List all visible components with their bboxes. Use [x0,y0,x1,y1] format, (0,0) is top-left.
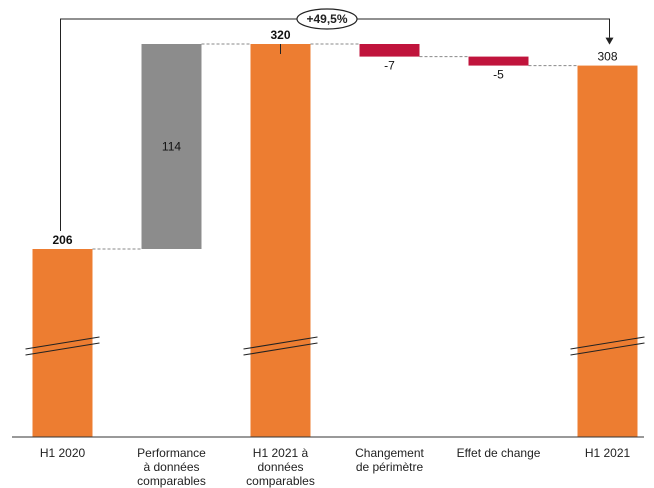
value-labels: 206 114 320 -7 -5 308 [52,28,617,247]
category-label-2: H1 2021 à données comparables [246,446,315,488]
axis-break-line [570,336,645,350]
category-labels: H1 2020 Performance à données comparables H1… [40,446,631,488]
growth-annotation: +49,5% [60,8,614,231]
axis-break-line [25,336,100,350]
growth-badge-label: +49,5% [306,12,347,26]
category-label-3: Changement de périmètre [355,446,424,474]
category-label-4: Effet de change [457,446,541,460]
axis-break-line [25,342,100,356]
value-label-4: -5 [493,68,504,82]
value-label-2: 320 [270,28,290,42]
value-label-5: 308 [597,50,617,64]
bar-3 [359,44,420,57]
axis-break-line [570,342,645,356]
category-label-0: H1 2020 [40,446,86,460]
axis-break-marks [25,336,645,356]
bar-4 [468,56,529,66]
growth-badge [296,8,358,30]
value-label-0: 206 [52,233,72,247]
bars-group [32,44,638,437]
bar-2 [250,44,311,437]
growth-arrow-head [605,37,614,45]
bar-1 [141,44,202,249]
axis-break-line [243,342,318,356]
axis-break-line [243,336,318,350]
category-label-5: H1 2021 [585,446,631,460]
bar-5 [577,65,638,437]
value-label-1: 114 [162,140,181,154]
connector-lines [92,43,578,250]
value-label-3: -7 [384,59,395,73]
category-label-1: Performance à données comparables [137,446,206,488]
